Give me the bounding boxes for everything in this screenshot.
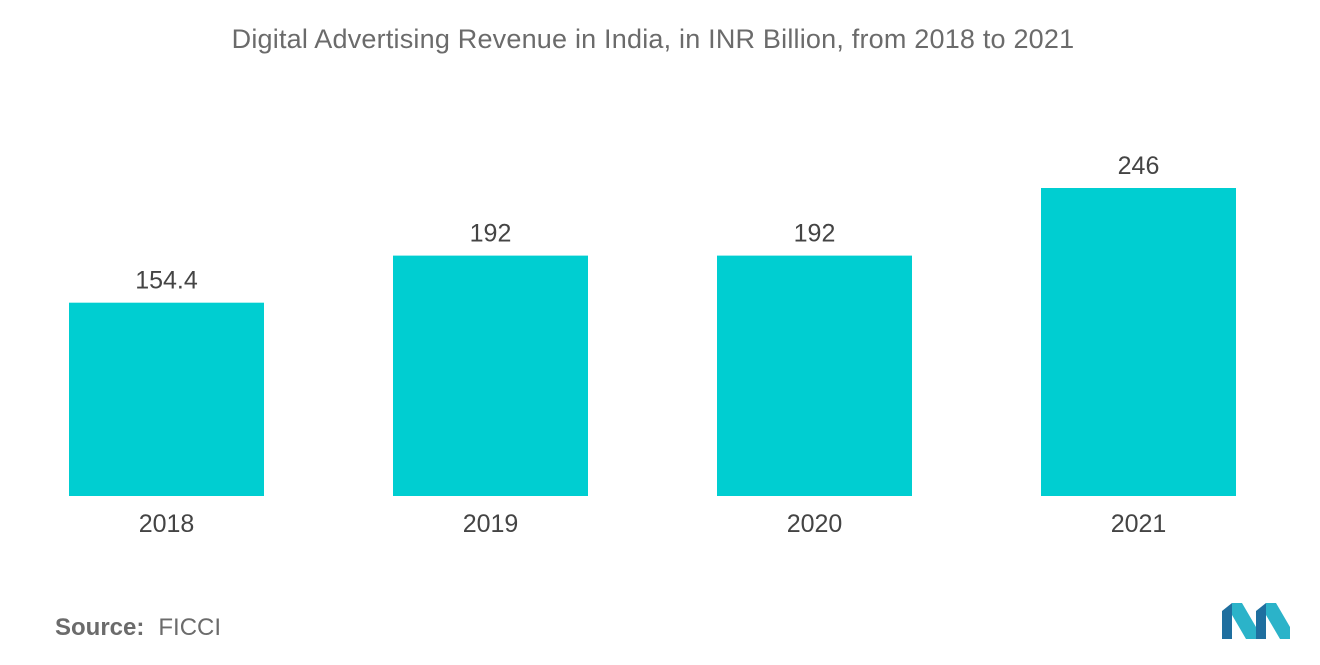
x-tick-label-2021: 2021 [1111, 510, 1167, 538]
source-value: FICCI [158, 614, 222, 641]
bar-2019 [393, 255, 588, 496]
data-label-2021: 246 [1118, 152, 1160, 180]
source-label: Source: [55, 614, 145, 641]
x-tick-label-2019: 2019 [463, 510, 519, 538]
bar-2018 [69, 302, 264, 496]
data-label-2018: 154.4 [135, 267, 198, 295]
source-note: Source: FICCI [55, 614, 221, 642]
bar-2020 [717, 255, 912, 496]
x-tick-label-2020: 2020 [787, 510, 843, 538]
chart-title: Digital Advertising Revenue in India, in… [231, 24, 1075, 54]
bar-2021 [1041, 188, 1236, 496]
x-tick-label-2018: 2018 [139, 510, 195, 538]
data-label-2019: 192 [470, 220, 512, 248]
data-label-2020: 192 [794, 220, 836, 248]
mordor-intelligence-logo-icon [1222, 603, 1290, 639]
